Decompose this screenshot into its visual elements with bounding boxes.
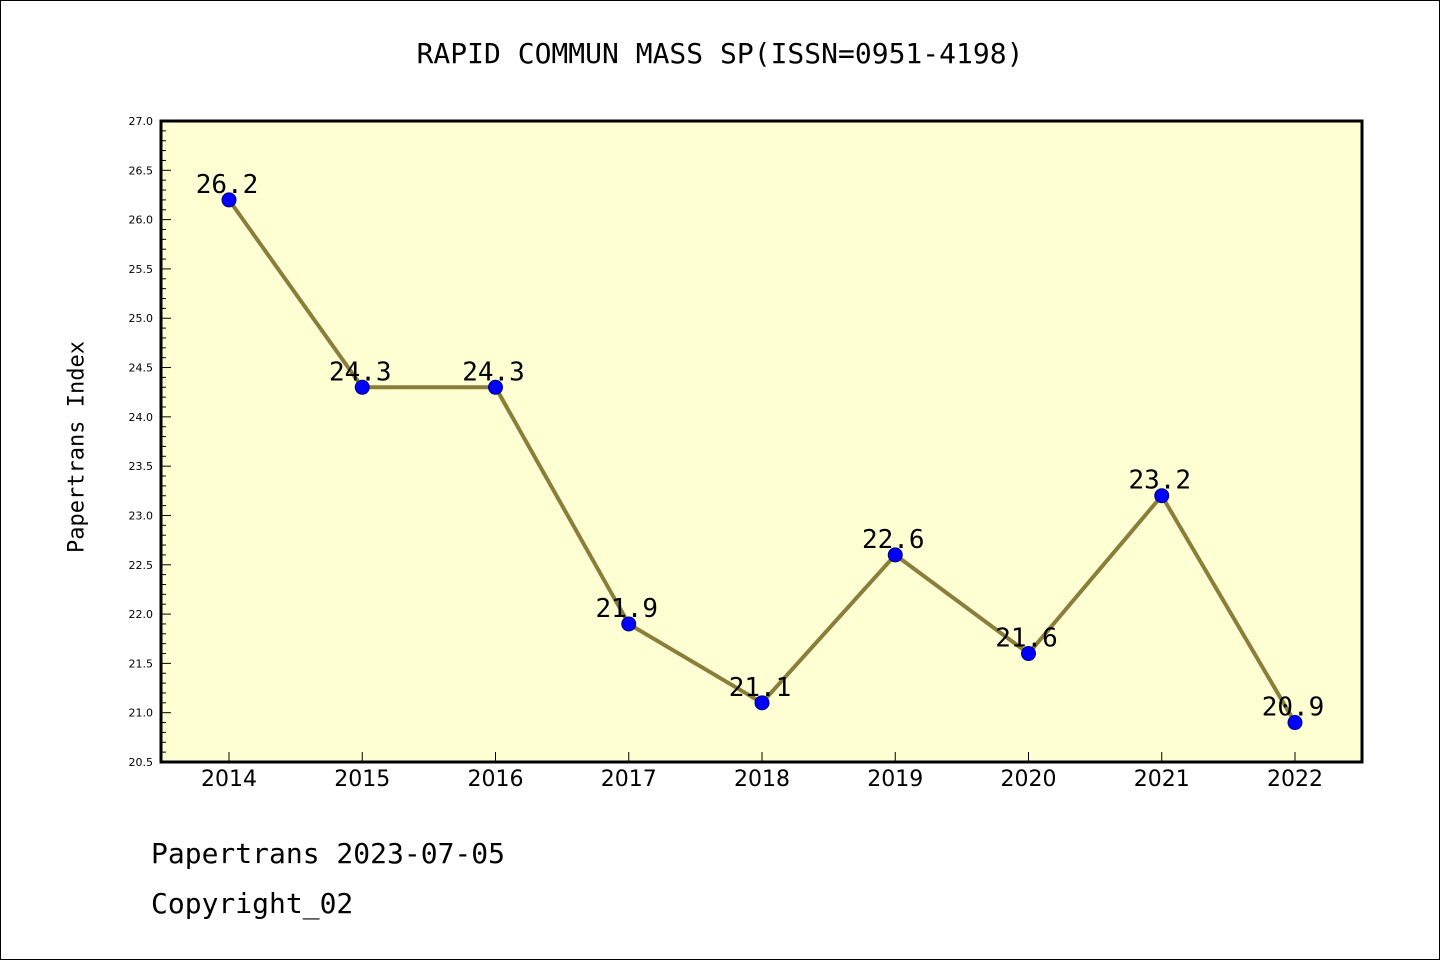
data-point: [754, 695, 770, 711]
y-tick-label: 24.5: [129, 362, 154, 375]
data-label: 23.2: [1128, 466, 1191, 496]
y-tick-label: 23.5: [129, 460, 154, 473]
x-tick-label: 2019: [867, 767, 923, 792]
x-tick-label: 2015: [334, 767, 390, 792]
y-tick-label: 25.0: [129, 312, 154, 325]
y-tick-label: 24.0: [129, 411, 154, 424]
y-tick-label: 20.5: [129, 756, 154, 769]
footer-copyright: Copyright_02: [151, 887, 354, 920]
data-label: 22.6: [862, 525, 925, 555]
data-point: [1154, 488, 1170, 504]
y-tick-label: 23.0: [129, 509, 154, 522]
data-point: [221, 192, 237, 208]
data-label: 20.9: [1262, 693, 1325, 723]
x-tick-label: 2022: [1267, 767, 1323, 792]
data-point: [488, 379, 503, 395]
y-tick-label: 21.5: [129, 657, 154, 670]
x-axis-ticks: 2014 2015 2016 2017 2018 2019 2020 2021 2022: [201, 752, 1323, 792]
y-tick-label: 27.0: [129, 115, 154, 128]
y-axis-ticks: 20.5 21.0 21.5 22.0 22.5 23.0 23.5 24.0 24.5 25.0…: [129, 115, 171, 769]
data-point: [354, 379, 370, 395]
plot-area: [161, 121, 1362, 762]
x-tick-label: 2017: [601, 767, 657, 792]
data-points: [221, 192, 1303, 731]
x-tick-label: 2016: [468, 767, 524, 792]
y-tick-label: 26.0: [129, 214, 154, 227]
data-labels: 26.2 24.3 24.3 21.9 21.1 22.6 21.6 23.2 20.9: [196, 170, 1325, 723]
y-tick-label: 22.5: [129, 559, 154, 572]
chart-title: RAPID COMMUN MASS SP(ISSN=0951-4198): [416, 37, 1024, 70]
data-label: 26.2: [196, 170, 259, 200]
data-label: 21.6: [995, 624, 1058, 654]
x-tick-label: 2020: [1001, 767, 1057, 792]
data-point: [1287, 715, 1303, 731]
y-tick-label: 25.5: [129, 263, 154, 276]
y-tick-label: 22.0: [129, 608, 154, 621]
x-tick-label: 2014: [201, 767, 257, 792]
data-point: [621, 616, 637, 632]
data-point: [1021, 646, 1036, 662]
x-tick-label: 2021: [1134, 767, 1190, 792]
footer-date: Papertrans 2023-07-05: [151, 837, 506, 870]
plot-border: [159, 119, 1364, 764]
data-label: 21.9: [595, 594, 658, 624]
y-tick-label: 21.0: [129, 707, 154, 720]
data-label: 24.3: [329, 357, 392, 387]
y-tick-label: 26.5: [129, 164, 154, 177]
data-label: 21.1: [729, 673, 792, 703]
data-point: [887, 547, 903, 563]
x-tick-label: 2018: [734, 767, 790, 792]
data-label: 24.3: [462, 357, 525, 387]
